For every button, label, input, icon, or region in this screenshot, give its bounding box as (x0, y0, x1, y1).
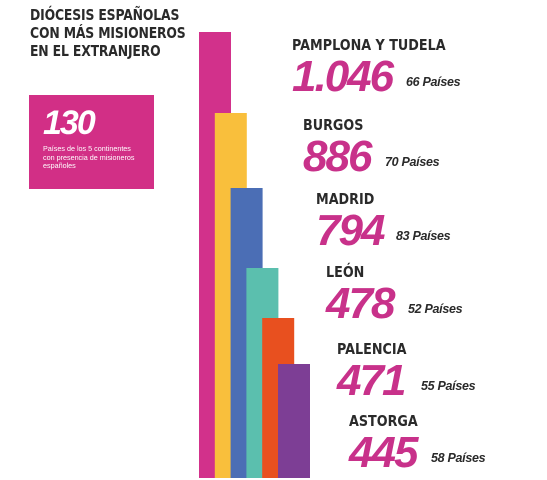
title-line-2: CON MÁS MISIONEROS (30, 24, 186, 42)
title-line-3: EN EL EXTRANJERO (30, 42, 161, 60)
infobox-text-line-1: Países de los 5 continentes (43, 144, 131, 153)
diocese-name: BURGOS (303, 116, 364, 134)
countries-infobox: 130 Países de los 5 continentes con pres… (29, 95, 154, 189)
entry-madrid: MADRID 794 83 Países (316, 190, 451, 253)
infobox-text-line-3: españoles (43, 161, 76, 170)
bar-astorga (278, 364, 310, 478)
countries-label: 55 Países (421, 379, 476, 393)
missionary-count: 1.046 (292, 52, 394, 101)
missionary-count: 478 (326, 279, 395, 328)
entry-leon: LEÓN 478 52 Países (326, 263, 463, 326)
missionary-count: 886 (303, 132, 372, 181)
entry-burgos: BURGOS 886 70 Países (303, 116, 440, 179)
countries-label: 66 Países (406, 75, 461, 89)
diocese-name: LEÓN (326, 263, 365, 281)
page-title: DIÓCESIS ESPAÑOLAS CON MÁS MISIONEROS EN… (30, 6, 186, 60)
infobox-number: 130 (43, 104, 96, 142)
title-line-1: DIÓCESIS ESPAÑOLAS (30, 6, 180, 24)
diocese-name: ASTORGA (349, 412, 418, 430)
countries-label: 58 Países (431, 451, 486, 465)
diocese-name: PALENCIA (337, 340, 407, 358)
countries-label: 52 Países (408, 302, 463, 316)
countries-label: 83 Países (396, 229, 451, 243)
infobox-text: Países de los 5 continentes con presenci… (43, 144, 151, 171)
countries-label: 70 Países (385, 155, 440, 169)
entry-pamplona: PAMPLONA Y TUDELA 1.046 66 Países (292, 36, 473, 99)
missionary-count: 794 (316, 206, 385, 255)
infobox-text-line-2: con presencia de misioneros (43, 152, 135, 162)
entry-palencia: PALENCIA 471 55 Países (337, 340, 476, 403)
entry-astorga: ASTORGA 445 58 Países (349, 412, 486, 475)
diocese-name: MADRID (316, 190, 375, 208)
missionary-count: 471 (337, 356, 406, 405)
diocese-name: PAMPLONA Y TUDELA (292, 36, 446, 54)
missionary-count: 445 (349, 428, 418, 477)
